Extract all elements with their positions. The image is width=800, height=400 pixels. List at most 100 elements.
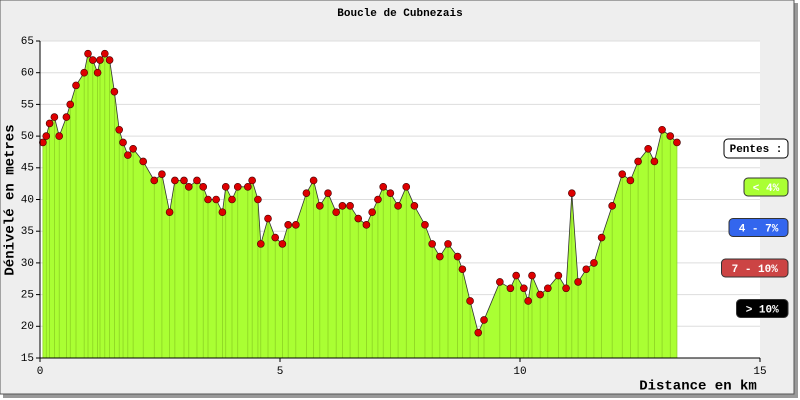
legend-swatch [728, 218, 789, 237]
point [39, 138, 47, 147]
point [354, 214, 363, 223]
point [139, 157, 147, 166]
point [105, 56, 114, 64]
point [119, 138, 127, 147]
point [528, 271, 536, 280]
point [248, 176, 256, 185]
point [165, 208, 174, 216]
legend-swatch [721, 258, 789, 278]
y-tick-label: 30 [21, 258, 34, 270]
legend-title: Pentes : [730, 144, 783, 156]
point [453, 252, 462, 261]
point [89, 56, 97, 64]
legend-swatch [743, 177, 789, 197]
point [254, 195, 262, 204]
point [180, 176, 188, 185]
point [42, 132, 51, 140]
point [658, 125, 666, 134]
point [428, 240, 436, 248]
point [324, 189, 332, 197]
point [626, 176, 635, 185]
point [284, 221, 292, 229]
point [480, 316, 488, 324]
y-tick-label: 55 [21, 99, 34, 111]
legend-label: < 4% [753, 183, 780, 195]
y-tick-label: 50 [21, 131, 34, 143]
point [368, 208, 376, 216]
point [666, 132, 675, 140]
point [506, 284, 515, 293]
point [244, 183, 252, 191]
point [574, 278, 582, 286]
point [302, 189, 311, 197]
point [536, 290, 544, 299]
point [650, 157, 659, 166]
point [256, 240, 265, 248]
point [171, 176, 179, 185]
y-tick-label: 65 [21, 36, 34, 48]
legend-label: 4 - 7% [739, 223, 779, 235]
point [66, 100, 75, 109]
point [185, 183, 193, 191]
y-tick-label: 15 [21, 353, 34, 365]
y-tick-label: 40 [21, 194, 34, 206]
point [150, 176, 159, 185]
point [346, 202, 354, 210]
point [84, 49, 92, 58]
point [673, 138, 681, 147]
point [394, 202, 402, 210]
point [271, 233, 280, 242]
point [72, 81, 80, 90]
point [520, 284, 528, 293]
x-tick-label: 10 [513, 366, 526, 378]
y-tick-label: 35 [21, 226, 34, 238]
point [554, 271, 563, 280]
point [228, 195, 236, 204]
point [62, 113, 71, 121]
point [436, 252, 444, 261]
point [45, 119, 54, 128]
point [115, 125, 123, 134]
y-axis-label: Dénivelé en metres [3, 124, 19, 275]
x-axis-label: Distance en km [639, 379, 757, 395]
point [466, 297, 474, 305]
point [124, 151, 132, 159]
point [458, 265, 467, 274]
x-tick-label: 15 [753, 366, 766, 378]
x-tick-label: 0 [37, 366, 44, 378]
point [278, 240, 287, 248]
legend-title-box [723, 138, 789, 159]
point [199, 183, 207, 191]
point [374, 195, 382, 204]
legend-swatch [736, 299, 789, 318]
point [618, 170, 627, 178]
point [338, 202, 347, 210]
point [362, 221, 371, 229]
point [444, 240, 452, 248]
y-tick-label: 45 [21, 163, 34, 175]
legend-label: > 10% [746, 304, 779, 316]
point [193, 176, 201, 185]
point [264, 214, 272, 223]
point [379, 183, 388, 191]
point [110, 87, 119, 96]
point [582, 265, 591, 274]
point [129, 144, 137, 153]
point [332, 208, 340, 216]
y-tick-label: 60 [21, 68, 34, 80]
point [204, 195, 212, 204]
point [55, 132, 64, 140]
point [597, 233, 606, 242]
point [524, 297, 532, 305]
point [93, 68, 102, 77]
point [544, 284, 552, 293]
point [233, 183, 242, 191]
point [218, 208, 227, 216]
point [158, 170, 166, 178]
point [421, 221, 429, 229]
point [474, 328, 483, 337]
point [644, 144, 652, 153]
point [96, 56, 104, 64]
point [410, 202, 419, 210]
